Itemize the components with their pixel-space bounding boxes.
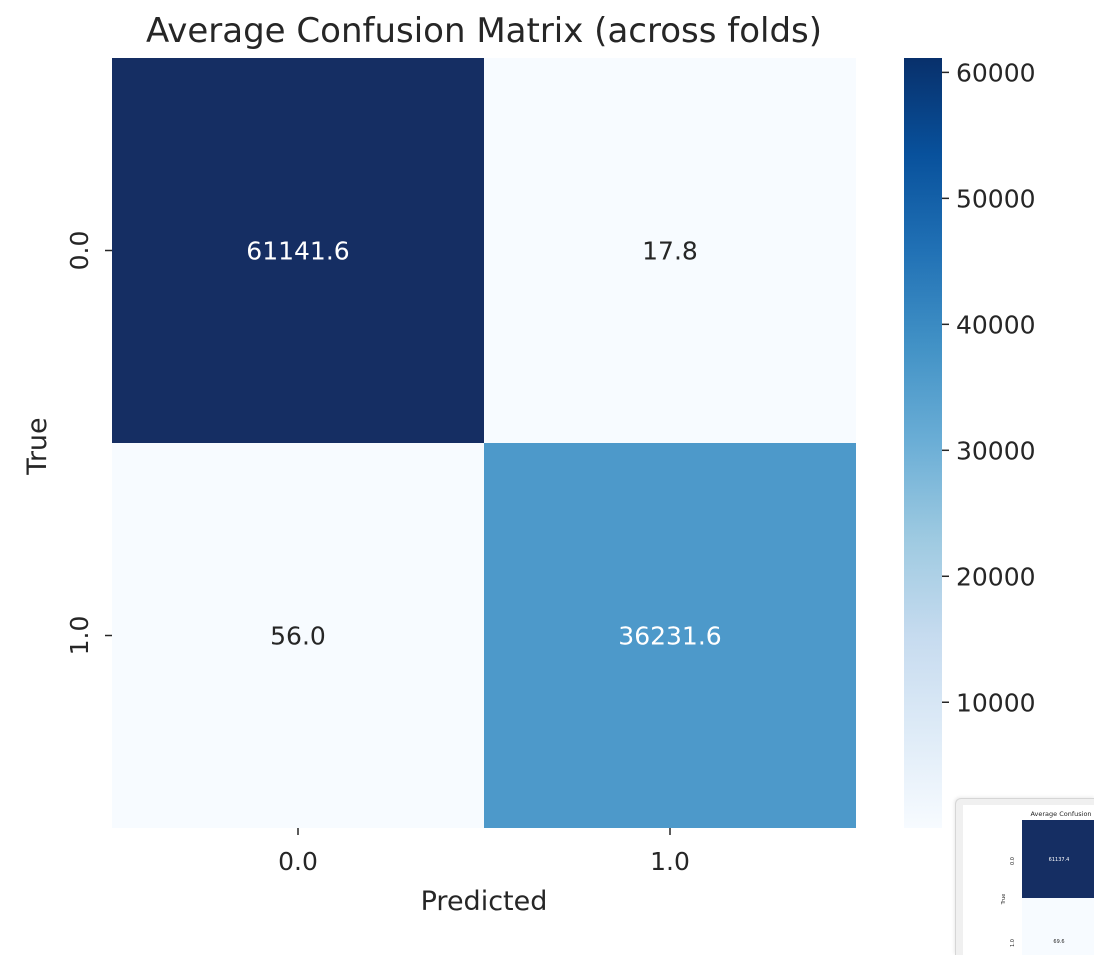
- colorbar-tick-label-1: 20000: [956, 562, 1036, 591]
- thumbnail-ytick-1: 1.0: [1010, 939, 1016, 947]
- heatmap-cell-0-0: [112, 58, 484, 443]
- x-axis-ticks: 0.0 1.0: [278, 828, 690, 876]
- thumbnail-cell-label-0: 61137.4: [1049, 857, 1070, 863]
- thumbnail-cell-light: [1022, 898, 1094, 955]
- thumbnail-ylabel: True: [1001, 894, 1007, 906]
- colorbar-ticks: 10000 20000 30000 40000 50000 60000: [942, 58, 1036, 717]
- colorbar-tick-label-4: 50000: [956, 184, 1036, 213]
- heatmap-cell-1-1: [484, 443, 856, 828]
- thumbnail-cell-dark: [1022, 820, 1094, 898]
- colorbar-tick-label-2: 30000: [956, 436, 1036, 465]
- heatmap-cell-labels: 61141.6 17.8 56.0 36231.6: [246, 237, 721, 651]
- chart-title: Average Confusion Matrix (across folds): [146, 11, 822, 51]
- y-tick-label-1: 1.0: [65, 616, 94, 656]
- x-tick-label-1: 1.0: [650, 847, 690, 876]
- y-axis-ticks: 0.0 1.0: [65, 231, 112, 656]
- cell-label-0-0: 61141.6: [246, 237, 349, 266]
- x-axis-label: Predicted: [421, 886, 548, 917]
- thumbnail-ytick-0: 0.0: [1010, 857, 1016, 865]
- colorbar-tick-label-0: 10000: [956, 688, 1036, 717]
- y-axis-label: True: [22, 417, 53, 475]
- colorbar-tick-label-5: 60000: [956, 58, 1036, 87]
- heatmap-cell-0-1: [484, 58, 856, 443]
- thumbnail-cell-label-1: 69.6: [1053, 939, 1064, 945]
- cell-label-1-0: 56.0: [270, 622, 326, 651]
- cell-label-1-1: 36231.6: [618, 622, 721, 651]
- heatmap-cells: [112, 58, 856, 828]
- cell-label-0-1: 17.8: [642, 237, 698, 266]
- heatmap-cell-1-0: [112, 443, 484, 828]
- x-tick-label-0: 0.0: [278, 847, 318, 876]
- colorbar: [904, 58, 942, 828]
- colorbar-tick-label-3: 40000: [956, 310, 1036, 339]
- y-tick-label-0: 0.0: [65, 231, 94, 271]
- thumbnail-title: Average Confusion: [1030, 810, 1091, 818]
- chart-thumbnail-preview[interactable]: Average Confusion 61137.4 69.6 0.0 1.0 T…: [955, 798, 1094, 955]
